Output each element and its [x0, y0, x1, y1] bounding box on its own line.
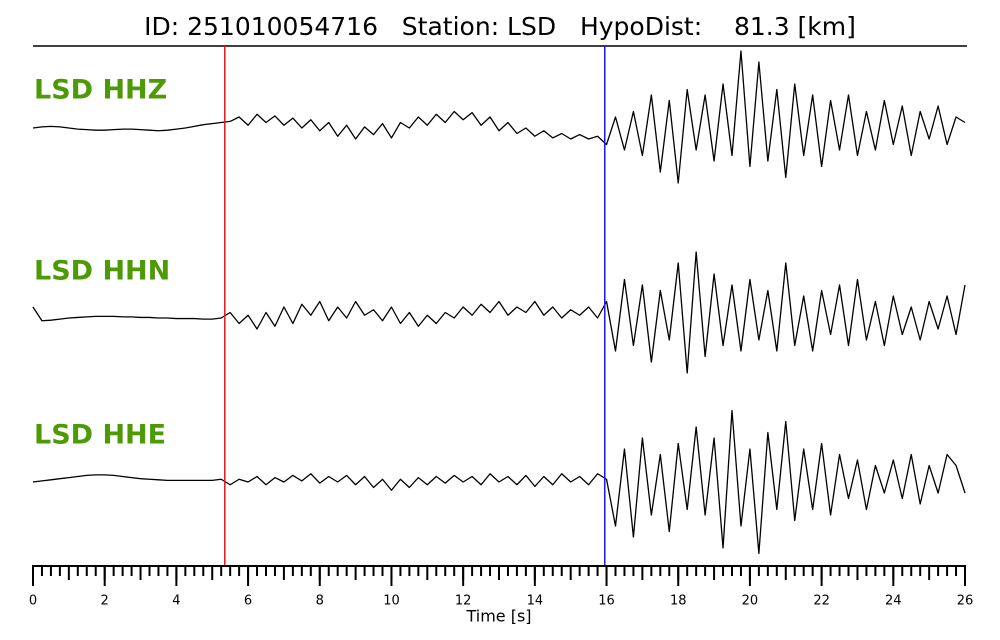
x-tick-label: 4 [172, 594, 180, 609]
x-axis-label: Time [s] [465, 607, 531, 626]
x-tick-label: 12 [455, 594, 472, 609]
x-tick-label: 20 [742, 594, 759, 609]
x-tick-label: 2 [101, 594, 109, 609]
x-tick-label: 16 [598, 594, 615, 609]
x-tick-label: 18 [670, 594, 687, 609]
x-tick-label: 22 [813, 594, 830, 609]
x-tick-label: 10 [383, 594, 400, 609]
waveform [32, 251, 966, 374]
chart-title: ID: 251010054716 Station: LSD HypoDist: … [144, 12, 856, 41]
trace-label: LSD HHN [34, 256, 170, 287]
x-tick-label: 6 [244, 594, 252, 609]
x-tick-label: 0 [29, 594, 37, 609]
trace-label: LSD HHE [34, 420, 166, 451]
x-tick-label: 24 [885, 594, 902, 609]
trace-label: LSD HHZ [34, 75, 167, 106]
x-tick-label: 14 [527, 594, 544, 609]
waveform [32, 409, 966, 555]
x-tick-label: 8 [316, 594, 324, 609]
waveform [32, 50, 966, 184]
x-tick-label: 26 [957, 594, 974, 609]
